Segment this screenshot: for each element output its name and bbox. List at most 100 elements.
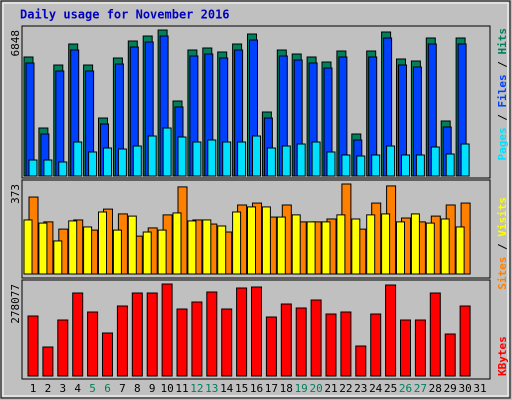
bar <box>68 220 78 275</box>
bar <box>425 222 435 275</box>
x-tick-label: 7 <box>119 382 126 395</box>
bar <box>414 319 426 377</box>
bar <box>192 141 202 177</box>
bar <box>146 292 158 377</box>
bar <box>296 143 306 177</box>
y-tick-label: 373 <box>9 184 22 204</box>
bar <box>445 153 455 177</box>
bar <box>117 148 127 177</box>
x-tick-label: 5 <box>89 382 96 395</box>
bar <box>58 161 68 177</box>
bar <box>381 213 391 275</box>
bar <box>42 346 54 377</box>
bar <box>142 231 152 275</box>
bar <box>103 147 112 177</box>
x-tick-label: 27 <box>414 382 427 395</box>
bar <box>217 225 227 275</box>
bar <box>396 221 405 275</box>
bar <box>162 127 172 177</box>
bar <box>340 311 352 377</box>
legend: KBytes <box>496 336 509 376</box>
x-tick-label: 13 <box>205 382 218 395</box>
panel-frame <box>21 25 491 179</box>
x-tick-label: 26 <box>399 382 412 395</box>
legend-separator: / <box>496 55 509 75</box>
bar <box>280 303 292 377</box>
bar <box>385 284 397 377</box>
legend-separator: / <box>496 237 509 257</box>
bar <box>87 311 99 377</box>
bar <box>27 315 39 377</box>
bar <box>444 333 456 377</box>
bar <box>310 299 322 377</box>
x-tick-label: 25 <box>384 382 397 395</box>
bar <box>265 316 277 377</box>
bar <box>400 319 411 377</box>
bar <box>370 313 382 377</box>
bar <box>336 214 346 275</box>
bar <box>291 214 301 275</box>
bar <box>127 215 137 275</box>
legend-separator: / <box>496 108 509 128</box>
bar <box>116 305 128 377</box>
legend-entry: Files <box>496 74 509 107</box>
bar <box>415 154 425 177</box>
bar <box>295 307 307 377</box>
bar <box>266 147 276 177</box>
y-tick-label: 278077 <box>9 284 22 324</box>
bar <box>206 291 218 377</box>
bar <box>341 154 351 177</box>
bar <box>236 287 248 377</box>
y-tick-label: 6848 <box>9 30 22 57</box>
bar <box>251 286 262 377</box>
bar <box>311 141 321 177</box>
x-tick-label: 6 <box>104 382 111 395</box>
bar <box>460 143 470 177</box>
bar <box>23 219 33 275</box>
bar <box>261 206 271 275</box>
bar <box>321 221 331 275</box>
legend-entry: Pages <box>496 127 509 160</box>
x-tick-label: 31 <box>473 382 486 395</box>
bar <box>112 229 122 275</box>
x-tick-label: 24 <box>369 382 383 395</box>
x-tick-label: 15 <box>235 382 248 395</box>
bar <box>38 222 48 275</box>
bar <box>455 226 465 275</box>
x-tick-label: 11 <box>175 382 188 395</box>
chart-title: Daily usage for November 2016 <box>20 8 230 22</box>
bar <box>57 319 69 377</box>
bar <box>131 292 143 377</box>
x-tick-label: 10 <box>160 382 173 395</box>
bar <box>429 292 441 377</box>
x-tick-label: 9 <box>149 382 156 395</box>
bar <box>88 151 98 177</box>
panel-frame <box>21 179 491 279</box>
bar <box>98 211 107 275</box>
x-tick-label: 23 <box>354 382 367 395</box>
bar <box>53 240 63 275</box>
bar <box>72 292 84 377</box>
legend-entry: Sites <box>496 257 509 290</box>
x-tick-label: 1 <box>30 382 37 395</box>
bar <box>281 145 291 177</box>
legend: Pages / Files / Hits <box>496 28 509 161</box>
x-tick-label: 18 <box>280 382 293 395</box>
x-tick-label: 30 <box>458 382 471 395</box>
bar <box>83 226 93 275</box>
legend-entry: Hits <box>496 28 509 55</box>
legend: Sites / Visits <box>496 197 509 290</box>
panel-frame <box>21 279 491 380</box>
bar <box>351 218 361 275</box>
bar <box>132 145 142 177</box>
bar <box>247 206 256 275</box>
bar <box>440 218 450 275</box>
x-tick-label: 3 <box>59 382 66 395</box>
bar <box>366 214 376 275</box>
bar <box>410 213 420 275</box>
bar <box>306 221 316 275</box>
bar <box>356 155 366 177</box>
bar <box>237 141 247 177</box>
bar <box>202 219 212 275</box>
